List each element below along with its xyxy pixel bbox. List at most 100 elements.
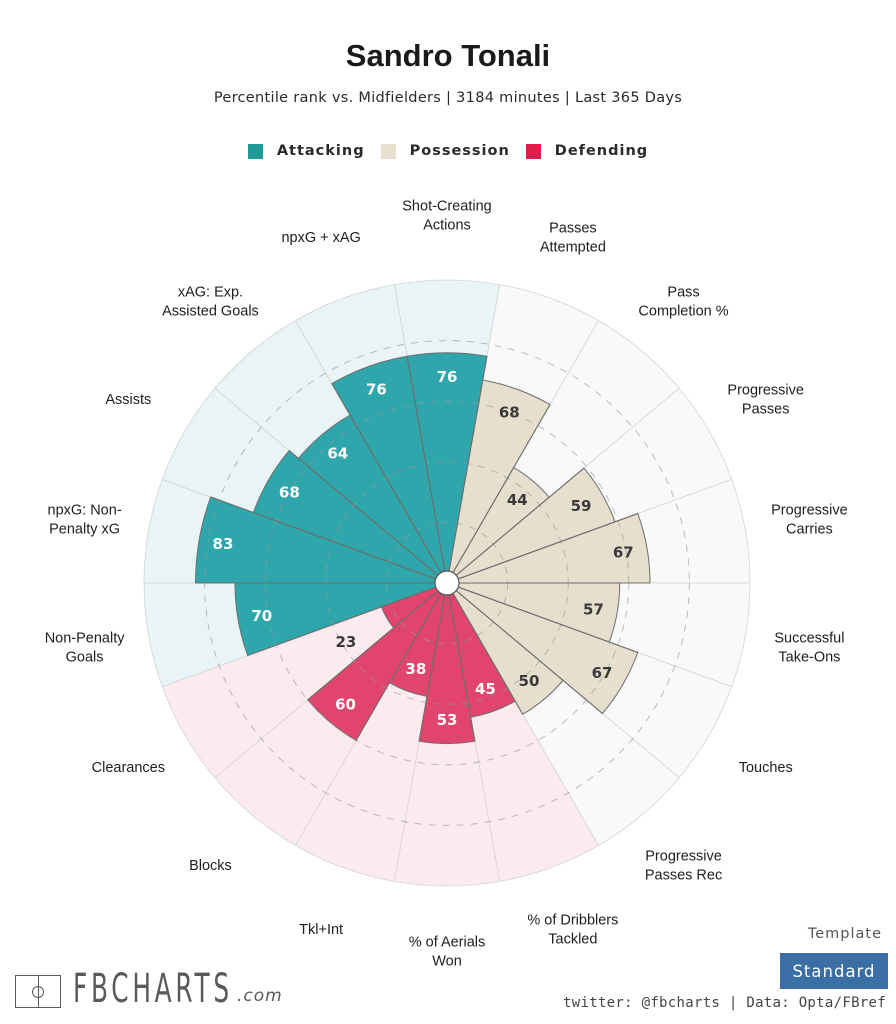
axis-label-line: Progressive: [645, 848, 722, 864]
axis-label: Passes Attempted: [540, 221, 606, 256]
axis-label: Successful Take-Ons: [774, 630, 844, 665]
axis-label-line: Assists: [105, 392, 151, 408]
axis-label-line: npxG + xAG: [281, 230, 360, 246]
axis-label-line: Completion %: [638, 304, 728, 320]
axis-labels: Shot-Creating Actions Passes Attempted Pass C…: [45, 199, 848, 970]
axis-label-line: Progressive: [771, 503, 848, 519]
axis-label: Shot-Creating Actions: [402, 199, 491, 234]
bar-separator: [331, 383, 448, 584]
separators: [195, 356, 651, 742]
axis-label: Non-Penalty Goals: [45, 630, 126, 665]
value-label: 44: [507, 491, 528, 509]
pitch-icon: [15, 975, 61, 1008]
axis-label: % of Dribblers Tackled: [527, 912, 618, 947]
bar-separator: [406, 356, 448, 584]
axis-label: Tkl+Int: [299, 922, 343, 938]
bars: [195, 352, 651, 745]
value-label: 57: [583, 600, 604, 618]
value-label: 67: [592, 664, 613, 682]
value-label: 68: [279, 483, 300, 501]
bar-touches: [446, 582, 639, 715]
axis-label: Progressive Carries: [771, 503, 848, 538]
value-label: 68: [499, 403, 520, 421]
axis-label-line: Won: [432, 954, 462, 970]
value-label: 23: [336, 633, 357, 651]
axis-label-line: Touches: [739, 760, 793, 776]
axis-label-line: Progressive: [727, 383, 804, 399]
legend-item-attacking: Attacking: [247, 143, 365, 159]
bar-separator: [446, 582, 476, 742]
bar-separator: [210, 496, 448, 584]
value-label: 83: [213, 535, 234, 553]
value-label: 59: [571, 497, 592, 515]
axis-label: Progressive Passes Rec: [645, 848, 722, 883]
legend-label-attacking: Attacking: [276, 143, 365, 159]
axis-label-line: Tkl+Int: [299, 922, 343, 938]
bar-separator: [446, 404, 551, 584]
axis-label-line: % of Dribblers: [527, 912, 618, 928]
bar-separator: [288, 450, 448, 584]
legend-label-defending: Defending: [554, 143, 649, 159]
axis-label-line: Passes: [549, 221, 597, 237]
center-hub: [434, 570, 460, 596]
bar-separator: [355, 582, 448, 741]
chart-title: Sandro Tonali: [345, 38, 551, 73]
axis-label-line: xAG: Exp.: [178, 285, 243, 301]
legend-swatch-attacking: [247, 143, 263, 159]
fbcharts-logo: FBCHARTS .com: [15, 966, 331, 1012]
logo-suffix: .com: [237, 986, 283, 1006]
axis-label-line: npxG: Non-: [48, 503, 122, 519]
axis-label-line: Take-Ons: [778, 649, 840, 665]
legend-swatch-possession: [380, 143, 396, 159]
bar-separator: [446, 467, 585, 584]
legend-label-possession: Possession: [409, 143, 510, 159]
axis-label-line: Assisted Goals: [162, 304, 259, 320]
bar-separator: [247, 582, 448, 657]
value-label: 60: [335, 695, 356, 713]
value-labels: 76 68 44 59 67 57 67 50 45 53 38 60 23 70 83 68 64 76: [213, 368, 634, 729]
legend-item-defending: Defending: [525, 143, 649, 159]
axis-label: npxG + xAG: [281, 230, 360, 246]
axis-label-line: Non-Penalty: [45, 630, 126, 646]
axis-label: Progressive Passes: [727, 383, 804, 418]
axis-label-line: Goals: [66, 649, 104, 665]
axis-label: Blocks: [189, 858, 232, 874]
axis-label-line: Attempted: [540, 240, 606, 256]
value-label: 45: [475, 680, 496, 698]
axis-label-line: Penalty xG: [49, 522, 120, 538]
bar-separator: [307, 582, 448, 701]
legend-item-possession: Possession: [380, 143, 510, 159]
logo-text: FBCHARTS: [73, 966, 233, 1012]
axis-label-line: Passes Rec: [645, 867, 722, 883]
bar-separator: [446, 513, 638, 584]
value-label: 53: [437, 711, 458, 729]
axis-label-line: Passes: [742, 402, 790, 418]
axis-label: Touches: [739, 760, 793, 776]
value-label: 76: [437, 368, 458, 386]
value-label: 67: [613, 543, 634, 561]
axis-label-line: Blocks: [189, 858, 232, 874]
legend-swatch-defending: [525, 143, 541, 159]
axis-label-line: Carries: [786, 522, 833, 538]
chart-subtitle: Percentile rank vs. Midfielders | 3184 m…: [213, 90, 683, 106]
axis-label-line: Successful: [774, 630, 844, 646]
axis-label-line: Clearances: [92, 760, 165, 776]
bar-separator: [446, 582, 524, 715]
axis-label: Clearances: [92, 760, 165, 776]
credits: twitter: @fbcharts | Data: Opta/FBref: [563, 995, 886, 1011]
value-label: 64: [327, 444, 348, 462]
value-label: 76: [366, 381, 387, 399]
bar-separator: [446, 582, 603, 714]
axis-label-line: Shot-Creating: [402, 199, 491, 215]
axis-label: npxG: Non- Penalty xG: [48, 503, 122, 538]
axis-label-line: % of Aerials: [409, 935, 486, 951]
template-badge: Standard: [780, 953, 888, 989]
axis-label-line: Actions: [423, 218, 471, 234]
bar-separator: [446, 582, 638, 653]
value-label: 70: [251, 607, 272, 625]
axis-label: Pass Completion %: [638, 285, 728, 320]
bar-separator: [446, 356, 488, 584]
legend: Attacking Possession Defending: [0, 143, 896, 159]
axis-label: Assists: [105, 392, 151, 408]
